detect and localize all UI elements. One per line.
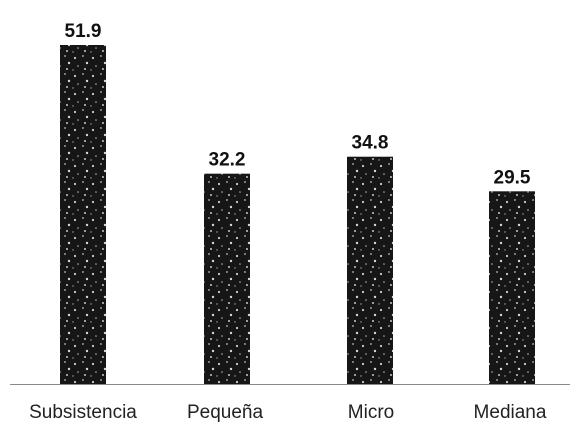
bar-subsistencia xyxy=(60,45,106,384)
value-label: 32.2 xyxy=(209,150,246,171)
category-label: Mediana xyxy=(474,402,547,423)
value-labels: 51.9 32.2 34.8 29.5 xyxy=(65,21,531,188)
bar-mediana xyxy=(489,191,535,384)
bars xyxy=(60,45,535,384)
category-label: Pequeña xyxy=(187,402,264,423)
category-labels: Subsistencia Pequeña Micro Mediana xyxy=(29,402,547,423)
category-label: Micro xyxy=(348,402,394,423)
category-label: Subsistencia xyxy=(29,402,137,423)
bar-micro xyxy=(347,156,393,384)
bar-pequeña xyxy=(204,173,250,384)
value-label: 34.8 xyxy=(352,133,389,154)
value-label: 29.5 xyxy=(494,167,531,188)
value-label: 51.9 xyxy=(65,21,102,42)
